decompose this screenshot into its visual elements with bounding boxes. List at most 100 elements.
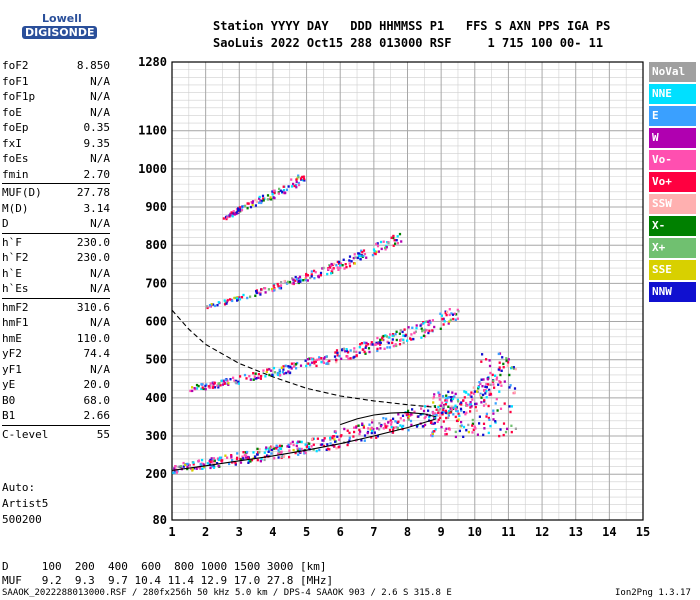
echo-point bbox=[258, 451, 261, 454]
echo-point bbox=[392, 236, 395, 240]
echo-point bbox=[476, 433, 479, 436]
echo-point bbox=[307, 358, 310, 361]
param-value: 310.6 bbox=[76, 300, 110, 314]
echo-point bbox=[299, 364, 303, 367]
echo-point bbox=[270, 287, 274, 291]
echo-point bbox=[212, 457, 216, 460]
y-tick-label: 900 bbox=[145, 200, 167, 214]
echo-point bbox=[451, 313, 455, 316]
echo-point bbox=[278, 187, 281, 191]
echo-point bbox=[475, 402, 478, 405]
echo-point bbox=[510, 424, 513, 427]
echo-point bbox=[448, 320, 451, 323]
echo-point bbox=[206, 305, 209, 308]
echo-point bbox=[466, 404, 469, 407]
echo-point bbox=[444, 411, 447, 415]
echo-point bbox=[449, 396, 452, 399]
echo-point bbox=[392, 344, 395, 348]
echo-point bbox=[456, 398, 459, 402]
echo-point bbox=[232, 376, 235, 379]
echo-point bbox=[254, 455, 257, 458]
echo-point bbox=[428, 323, 431, 326]
y-tick-label: 80 bbox=[153, 513, 167, 527]
echo-point bbox=[268, 373, 271, 377]
echo-point bbox=[359, 258, 362, 261]
echo-point bbox=[415, 324, 418, 327]
echo-point bbox=[226, 216, 229, 219]
echo-point bbox=[457, 400, 460, 403]
echo-point bbox=[267, 450, 270, 453]
echo-point bbox=[386, 346, 389, 349]
echo-point bbox=[508, 386, 511, 389]
echo-point bbox=[297, 174, 300, 177]
echo-point bbox=[444, 403, 447, 406]
echo-point bbox=[485, 358, 488, 361]
echo-point bbox=[260, 288, 263, 291]
echo-point bbox=[479, 394, 482, 397]
echo-point bbox=[201, 467, 204, 470]
echo-point bbox=[441, 401, 444, 404]
echo-point bbox=[449, 318, 452, 321]
echo-point bbox=[299, 177, 303, 180]
echo-point bbox=[254, 372, 257, 375]
echo-point bbox=[352, 256, 355, 260]
echo-point bbox=[323, 437, 326, 440]
echo-point bbox=[465, 411, 468, 414]
echo-point bbox=[483, 389, 486, 392]
echo-point bbox=[396, 242, 399, 245]
echo-point bbox=[415, 327, 418, 330]
echo-point bbox=[356, 256, 359, 260]
echo-point bbox=[300, 440, 303, 444]
echo-point bbox=[498, 366, 501, 369]
echo-point bbox=[367, 427, 370, 430]
echo-point bbox=[442, 405, 445, 408]
echo-point bbox=[216, 304, 219, 307]
echo-point bbox=[237, 380, 240, 383]
echo-point bbox=[257, 451, 260, 454]
echo-point bbox=[247, 461, 250, 464]
echo-point bbox=[243, 454, 246, 457]
echo-point bbox=[296, 447, 300, 450]
echo-point bbox=[481, 353, 484, 356]
echo-point bbox=[379, 343, 382, 346]
legend-item: Vo+ bbox=[649, 172, 696, 192]
echo-point bbox=[402, 419, 405, 422]
echo-point bbox=[230, 455, 233, 458]
echo-point bbox=[468, 403, 471, 406]
echo-point bbox=[300, 447, 303, 451]
x-tick-label: 14 bbox=[602, 525, 616, 539]
echo-point bbox=[278, 446, 281, 450]
echo-point bbox=[376, 349, 379, 352]
echo-point bbox=[438, 394, 441, 398]
legend-item: E bbox=[649, 106, 696, 126]
echo-point bbox=[368, 350, 371, 354]
echo-point bbox=[385, 426, 388, 429]
echo-point bbox=[179, 465, 183, 468]
echo-point bbox=[295, 180, 298, 183]
echo-point bbox=[379, 425, 382, 428]
echo-point bbox=[224, 378, 227, 382]
echo-point bbox=[306, 279, 309, 282]
echo-point bbox=[246, 450, 249, 454]
echo-point bbox=[382, 334, 385, 338]
echo-point bbox=[273, 196, 276, 200]
echo-point bbox=[298, 183, 301, 187]
echo-point bbox=[337, 268, 340, 271]
echo-point bbox=[348, 431, 351, 435]
echo-point bbox=[395, 239, 398, 242]
echo-point bbox=[394, 420, 397, 423]
echo-point bbox=[492, 412, 495, 415]
echo-point bbox=[395, 330, 398, 333]
param-label: h`E bbox=[2, 266, 22, 280]
echo-point bbox=[437, 406, 440, 409]
echo-point bbox=[238, 298, 242, 301]
echo-point bbox=[365, 344, 368, 347]
echo-point bbox=[359, 254, 362, 258]
echo-point bbox=[353, 426, 356, 429]
echo-point bbox=[254, 198, 257, 202]
echo-point bbox=[384, 246, 387, 250]
echo-point bbox=[224, 454, 227, 457]
echo-point bbox=[492, 409, 495, 412]
echo-point bbox=[469, 410, 472, 413]
echo-point bbox=[293, 184, 296, 188]
